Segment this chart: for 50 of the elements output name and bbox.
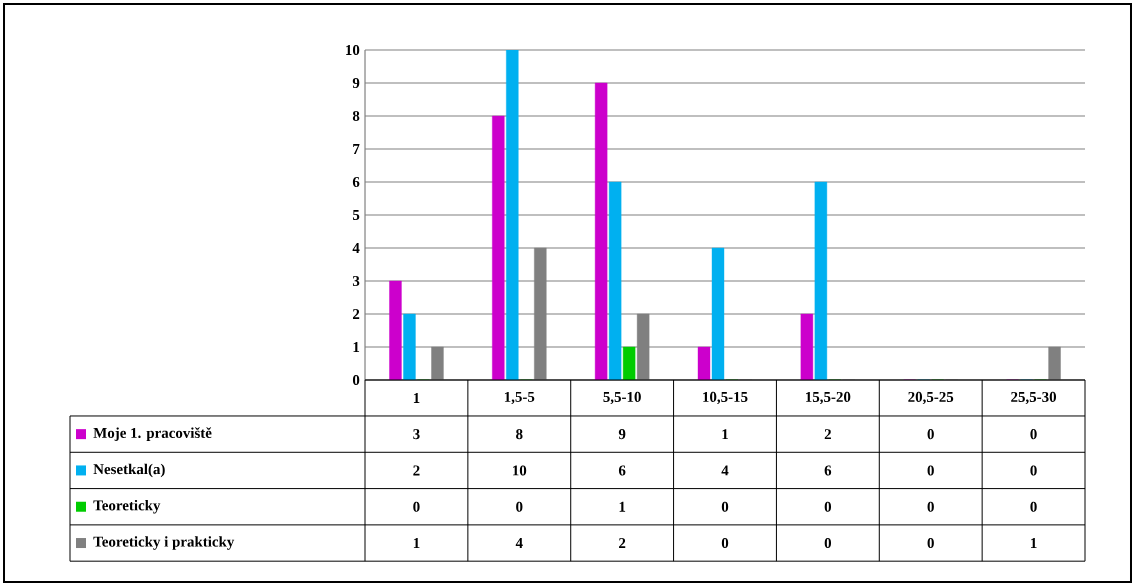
x-tick-label: 1 — [413, 393, 420, 403]
data-label: 6 — [824, 465, 832, 476]
y-tick-label: 3 — [352, 275, 360, 286]
data-label: 0 — [721, 501, 729, 512]
y-tick-label: 2 — [352, 309, 360, 319]
data-label: 2 — [824, 429, 831, 440]
y-tick-label: 0 — [352, 374, 360, 386]
y-tick-label: 8 — [352, 110, 360, 122]
data-label: 4 — [515, 538, 523, 548]
data-label: 0 — [516, 501, 523, 512]
y-tick-label: 10 — [346, 44, 360, 56]
y-tick-label: 6 — [352, 176, 360, 188]
data-label: 9 — [618, 429, 626, 440]
x-tick-label: 10,5-15 — [703, 391, 748, 405]
data-label: 0 — [927, 537, 934, 549]
y-tick-label: 7 — [353, 144, 360, 154]
data-label: 6 — [618, 465, 626, 476]
data-label: 0 — [1030, 429, 1037, 440]
data-label: 0 — [824, 501, 832, 512]
data-label: 0 — [413, 501, 420, 512]
data-label: 0 — [927, 501, 934, 512]
data-label: 1 — [619, 501, 626, 512]
data-label: 4 — [721, 465, 729, 476]
data-label: 0 — [927, 465, 934, 476]
legend-label: Nesetkal(a) — [93, 463, 165, 478]
x-tick-label: 5,5-10 — [603, 391, 641, 405]
data-label: 0 — [927, 429, 934, 440]
data-label: 0 — [1030, 465, 1037, 476]
data-label: 2 — [413, 465, 420, 476]
x-tick-label: 20,5-25 — [908, 391, 954, 405]
x-tick-label: 15,5-20 — [806, 391, 851, 405]
data-label: 8 — [516, 429, 523, 440]
data-label: 1 — [722, 429, 728, 440]
data-label: 10 — [513, 465, 527, 476]
x-tick-label: 1,5-5 — [504, 391, 535, 405]
data-label: 0 — [721, 537, 729, 549]
legend-label: Teoreticky — [93, 499, 161, 514]
data-label: 0 — [1030, 501, 1037, 512]
data-label: 1 — [1031, 538, 1037, 548]
legend-label: Teoreticky i prakticky — [93, 536, 235, 550]
x-tick-label: 25,5-30 — [1011, 391, 1057, 405]
data-label: 3 — [413, 429, 420, 440]
data-label: 0 — [824, 537, 832, 549]
data-label: 1 — [413, 538, 420, 548]
y-tick-label: 9 — [352, 77, 360, 89]
legend-label: Moje 1. pracoviště — [93, 427, 212, 441]
y-tick-label: 5 — [352, 210, 360, 220]
data-label: 2 — [619, 538, 626, 548]
y-tick-label: 1 — [353, 342, 360, 352]
y-tick-label: 4 — [352, 243, 360, 253]
